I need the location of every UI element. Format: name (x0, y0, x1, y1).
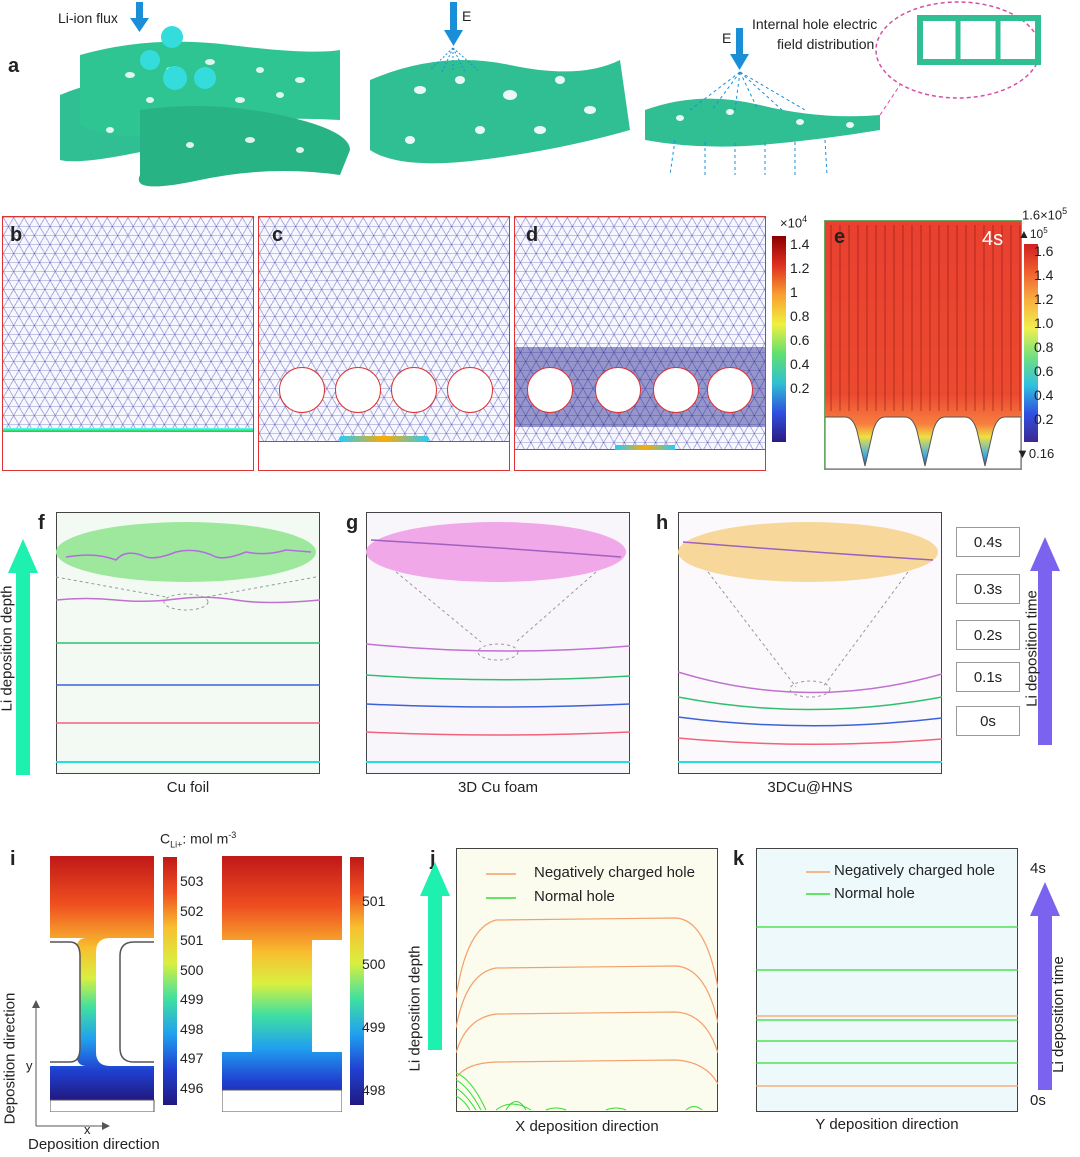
cb-bd-ticks-label: 0.4 (790, 356, 810, 372)
panel-j-ylabel: Li deposition depth (406, 945, 424, 1072)
cb-i-left-ticks-label: 501 (180, 932, 204, 948)
cb-i-right-ticks-label: 499 (362, 1019, 386, 1035)
cb-i-right-ticks-label: 501 (362, 893, 386, 909)
e-field-label-1: E (462, 8, 472, 24)
cb-i-left-ticks-label: 499 (180, 991, 204, 1007)
legend-0-1s: 0.1s (956, 662, 1020, 692)
cb-e-ticks-label: 1.0 (1034, 315, 1054, 331)
cb-e-ticks-label: 0.6 (1034, 363, 1054, 379)
panel-i-axis-x: Deposition direction (28, 1136, 160, 1153)
legend-0-2s: 0.2s (956, 620, 1020, 650)
panel-b-mesh (2, 216, 254, 471)
panel-d-mesh (514, 216, 766, 471)
panel-i-y-letter: y (26, 1058, 33, 1073)
cb-i-right-ticks-label: 498 (362, 1082, 386, 1098)
colorbar-e-min: ▼0.16 (1016, 446, 1055, 461)
panel-k-time-arrow (1030, 882, 1060, 1090)
panel-c-mesh (258, 216, 510, 471)
cb-bd-ticks-label: 1.4 (790, 236, 810, 252)
hole-field-label-2: field distribution (777, 36, 875, 52)
panel-k-top-time: 4s (1030, 860, 1046, 877)
panel-j-xlabel: X deposition direction (515, 1118, 659, 1135)
colorbar-e-max: 1.6×105 (1022, 206, 1068, 223)
panel-h-plot (678, 512, 942, 774)
concentration-unit: CLi+: mol m-3 (160, 830, 237, 850)
panel-label-f: f (38, 512, 45, 534)
deposition-time-label: Li deposition time (1023, 590, 1041, 707)
caption-3dcu-hns: 3DCu@HNS (767, 779, 853, 796)
legend-0s: 0s (956, 706, 1020, 736)
panel-label-e: e (834, 226, 846, 248)
panel-j-legend-normal: Normal hole (534, 888, 615, 905)
panel-k-bottom-time: 0s (1030, 1092, 1046, 1109)
panel-j-depth-arrow (420, 862, 450, 1050)
cb-e-ticks-label: 0.2 (1034, 411, 1054, 427)
cb-e-ticks-label: 1.6 (1034, 243, 1054, 259)
panel-label-g: g (346, 512, 359, 534)
cb-bd-ticks-label: 1.2 (790, 260, 810, 276)
li-ion-flux-label: Li-ion flux (58, 10, 118, 26)
panel-label-h: h (656, 512, 669, 534)
panel-label-a: a (8, 55, 20, 77)
cb-bd-ticks-label: 0.8 (790, 308, 810, 324)
colorbar-i-left (163, 857, 177, 1105)
panel-i-x-letter: x (84, 1122, 91, 1137)
panel-k-plot (756, 848, 1018, 1112)
panel-k-xlabel: Y deposition direction (815, 1116, 959, 1133)
cb-e-ticks-label: 0.4 (1034, 387, 1054, 403)
cb-i-right-ticks-label: 500 (362, 956, 386, 972)
colorbar-bd-exponent: ×104 (780, 214, 808, 231)
deposition-depth-label: Li deposition depth (0, 585, 16, 712)
panel-e-time: 4s (982, 228, 1004, 250)
colorbar-e-exponent: ▲105 (1018, 226, 1048, 241)
panel-e-field (824, 220, 1022, 470)
deposition-depth-arrow (8, 539, 38, 775)
panel-label-j: j (430, 848, 436, 870)
cb-i-left-ticks-label: 502 (180, 902, 204, 919)
cb-e-ticks-label: 1.2 (1034, 291, 1054, 307)
e-field-label-2: E (722, 30, 732, 46)
deposition-time-arrow (1030, 537, 1060, 745)
panel-label-c: c (272, 224, 284, 246)
colorbar-bd (772, 236, 786, 442)
caption-3d-cu-foam: 3D Cu foam (457, 779, 539, 796)
colorbar-i-right (350, 857, 364, 1105)
caption-cu-foil: Cu foil (166, 779, 210, 796)
cb-bd-ticks-label: 0.6 (790, 332, 810, 348)
panel-i-right-field (222, 856, 342, 1112)
panel-label-i: i (10, 848, 16, 870)
cb-bd-ticks-label: 0.2 (790, 380, 810, 396)
hole-field-label-1: Internal hole electric (752, 16, 878, 32)
panel-i-left-field (50, 856, 155, 1112)
legend-0-3s: 0.3s (956, 574, 1020, 604)
cb-bd-ticks-label: 1 (790, 284, 798, 300)
cb-i-left-ticks-label: 496 (180, 1079, 204, 1096)
panel-k-legend-negative: Negatively charged hole (834, 862, 995, 879)
panel-k-ylabel: Li deposition time (1049, 956, 1067, 1073)
panel-label-k: k (733, 848, 745, 870)
panel-i-axis-y: Deposition direction (1, 992, 19, 1125)
panel-a-illustration (60, 1, 1041, 187)
cb-e-ticks-label: 0.8 (1034, 339, 1054, 355)
panel-j-plot (456, 848, 718, 1112)
cb-i-left-ticks-label: 497 (180, 1050, 204, 1066)
cb-i-left-ticks-label: 503 (180, 873, 204, 889)
cb-e-ticks-label: 1.4 (1034, 267, 1054, 283)
cb-i-left-ticks-label: 500 (180, 961, 204, 978)
panel-f-plot (56, 512, 320, 774)
legend-0-4s: 0.4s (956, 527, 1020, 557)
panel-j-legend-negative: Negatively charged hole (534, 864, 695, 881)
cb-i-left-ticks-label: 498 (180, 1020, 204, 1037)
panel-label-d: d (526, 224, 539, 246)
panel-label-b: b (10, 224, 23, 246)
panel-g-plot (366, 512, 630, 774)
panel-k-legend-normal: Normal hole (834, 885, 915, 902)
colorbar-e (1024, 244, 1038, 442)
panel-i-axes (32, 1000, 110, 1130)
